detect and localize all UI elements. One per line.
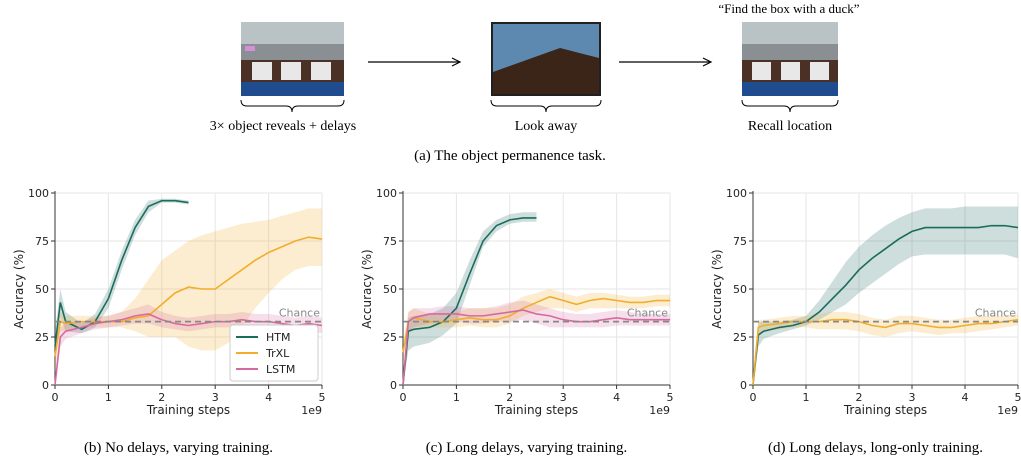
x-offset-label: 1e9: [997, 404, 1018, 417]
caption: (d) Long delays, long-only training.: [768, 440, 983, 456]
x-tick-label: 2: [506, 391, 513, 404]
x-tick-label: 3: [909, 391, 916, 404]
caption: (a) The object permanence task.: [414, 148, 606, 164]
chance-label: Chance: [627, 307, 668, 320]
x-tick-label: 1: [453, 391, 460, 404]
y-tick-label: 75: [733, 235, 747, 248]
caption: (b) No delays, varying training.: [84, 440, 273, 456]
x-tick-label: 5: [1015, 391, 1021, 404]
y-tick-label: 50: [383, 283, 397, 296]
x-offset-label: 1e9: [649, 404, 670, 417]
legend-label: LSTM: [266, 363, 295, 376]
series-line: [54, 313, 323, 386]
x-axis-label: Training steps: [146, 403, 230, 417]
y-tick-label: 25: [383, 331, 397, 344]
arrows: [368, 57, 713, 67]
y-tick-label: 75: [35, 235, 49, 248]
y-tick-label: 25: [35, 331, 49, 344]
x-tick-label: 1: [105, 391, 112, 404]
x-tick-label: 1: [803, 391, 810, 404]
x-tick-label: 0: [400, 391, 407, 404]
x-tick-label: 0: [52, 391, 59, 404]
x-tick-label: 0: [750, 391, 757, 404]
series-line: [402, 309, 670, 386]
legend-label: HTM: [266, 331, 290, 344]
x-offset-label: 1e9: [301, 404, 322, 417]
series-line: [752, 318, 1019, 386]
legend-box: [229, 324, 319, 382]
y-axis-label: Accuracy (%): [360, 249, 374, 328]
chart: 0 25 50 75 100 0 1 2 3 4 5 Training steps 1e9 Accurac…: [12, 187, 326, 456]
y-tick-label: 50: [733, 283, 747, 296]
scene-image: [742, 22, 838, 96]
x-tick-label: 4: [265, 391, 272, 404]
y-axis-label: Accuracy (%): [12, 249, 26, 328]
x-tick-label: 4: [613, 391, 620, 404]
y-tick-label: 100: [28, 187, 49, 200]
chart: 0 25 50 75 100 0 1 2 3 4 5 Training steps 1e9 Accurac…: [710, 187, 1021, 456]
legend-label: TrXL: [265, 347, 290, 360]
y-tick-label: 100: [726, 187, 747, 200]
y-axis-label: Accuracy (%): [710, 249, 724, 328]
scene-image: [241, 22, 344, 96]
series-line: [402, 217, 537, 386]
y-tick-label: 0: [740, 379, 747, 392]
x-axis-label: Training steps: [494, 403, 578, 417]
task-diagram: “Find the box with a duck”: [210, 1, 860, 164]
stage-label: Recall location: [748, 119, 832, 134]
chart: 0 25 50 75 100 0 1 2 3 4 5 Training steps 1e9 Accurac…: [360, 187, 674, 456]
series-line: [752, 224, 1019, 386]
y-tick-label: 100: [376, 187, 397, 200]
braces: [240, 99, 839, 113]
y-tick-label: 0: [42, 379, 49, 392]
series-line: [54, 199, 189, 347]
stage-label: 3× object reveals + delays: [210, 119, 356, 134]
task-quote: “Find the box with a duck”: [718, 1, 859, 16]
error-band: [753, 206, 1018, 385]
x-tick-label: 5: [319, 391, 326, 404]
y-tick-label: 75: [383, 235, 397, 248]
chance-label: Chance: [279, 307, 320, 320]
x-axis-label: Training steps: [843, 403, 927, 417]
error-band: [403, 212, 537, 385]
x-tick-label: 2: [856, 391, 863, 404]
error-band: [55, 208, 322, 376]
stage-label: Look away: [515, 119, 578, 134]
x-tick-label: 4: [962, 391, 969, 404]
y-tick-label: 0: [390, 379, 397, 392]
x-tick-label: 5: [667, 391, 674, 404]
y-tick-label: 50: [35, 283, 49, 296]
error-band: [403, 289, 670, 366]
scene-image: [491, 22, 601, 96]
error-band: [753, 312, 1018, 385]
x-tick-label: 3: [212, 391, 219, 404]
x-tick-label: 2: [158, 391, 165, 404]
caption: (c) Long delays, varying training.: [426, 440, 628, 456]
y-tick-label: 25: [733, 331, 747, 344]
x-tick-label: 3: [560, 391, 567, 404]
chance-label: Chance: [975, 307, 1016, 320]
